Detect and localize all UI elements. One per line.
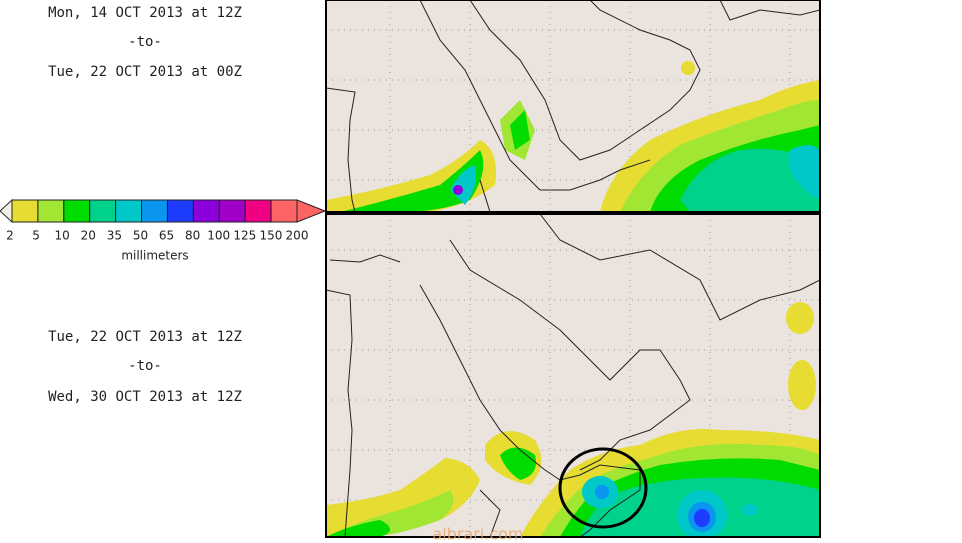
- bottom-map-frame: [325, 213, 821, 538]
- top-map-frame: [325, 0, 821, 213]
- highlight-circle: [558, 447, 648, 529]
- colorbar-segment: [11, 199, 39, 223]
- top-map: [326, 0, 820, 212]
- grid: [326, 0, 820, 212]
- top-separator: -to-: [128, 34, 162, 50]
- colorbar-label: 150: [259, 229, 282, 243]
- bottom-separator: -to-: [128, 358, 162, 374]
- colorbar-label: 65: [159, 229, 174, 243]
- precipitation: [326, 302, 820, 537]
- colorbar-over-arrow: [296, 199, 327, 223]
- colorbar-label: 5: [32, 229, 40, 243]
- colorbar-label: 200: [286, 229, 309, 243]
- colorbar-label: 50: [133, 229, 148, 243]
- colorbar-segment: [115, 199, 143, 223]
- colorbar-segment: [63, 199, 91, 223]
- colorbar-label: 20: [81, 229, 96, 243]
- top-from-date: Mon, 14 OCT 2013 at 12Z: [48, 5, 242, 21]
- bottom-from-date: Tue, 22 OCT 2013 at 12Z: [48, 329, 242, 345]
- colorbar-under-arrow: [0, 198, 13, 224]
- colorbar-segment: [270, 199, 298, 223]
- colorbar-label: 2: [6, 229, 14, 243]
- watermark: albrari.com: [432, 525, 523, 543]
- colorbar: 2 5 10 20 35 50 65 80 100 125 150 200: [0, 198, 327, 243]
- colorbar-label: 35: [107, 229, 122, 243]
- colorbar-segment: [37, 199, 65, 223]
- colorbar-label: 125: [233, 229, 256, 243]
- bottom-map: [326, 214, 820, 537]
- colorbar-segment: [141, 199, 168, 223]
- top-to-date: Tue, 22 OCT 2013 at 00Z: [48, 64, 242, 80]
- colorbar-label: 10: [55, 229, 70, 243]
- precipitation: [326, 61, 820, 212]
- colorbar-segment: [244, 199, 272, 223]
- colorbar-label: 80: [185, 229, 200, 243]
- colorbar-segment: [166, 199, 194, 223]
- colorbar-segment: [218, 199, 246, 223]
- coastlines: [326, 0, 820, 212]
- colorbar-unit: millimeters: [121, 249, 188, 263]
- bottom-to-date: Wed, 30 OCT 2013 at 12Z: [48, 389, 242, 405]
- coastlines: [326, 214, 820, 537]
- colorbar-segment: [192, 199, 220, 223]
- colorbar-segment: [89, 199, 117, 223]
- colorbar-label: 100: [207, 229, 230, 243]
